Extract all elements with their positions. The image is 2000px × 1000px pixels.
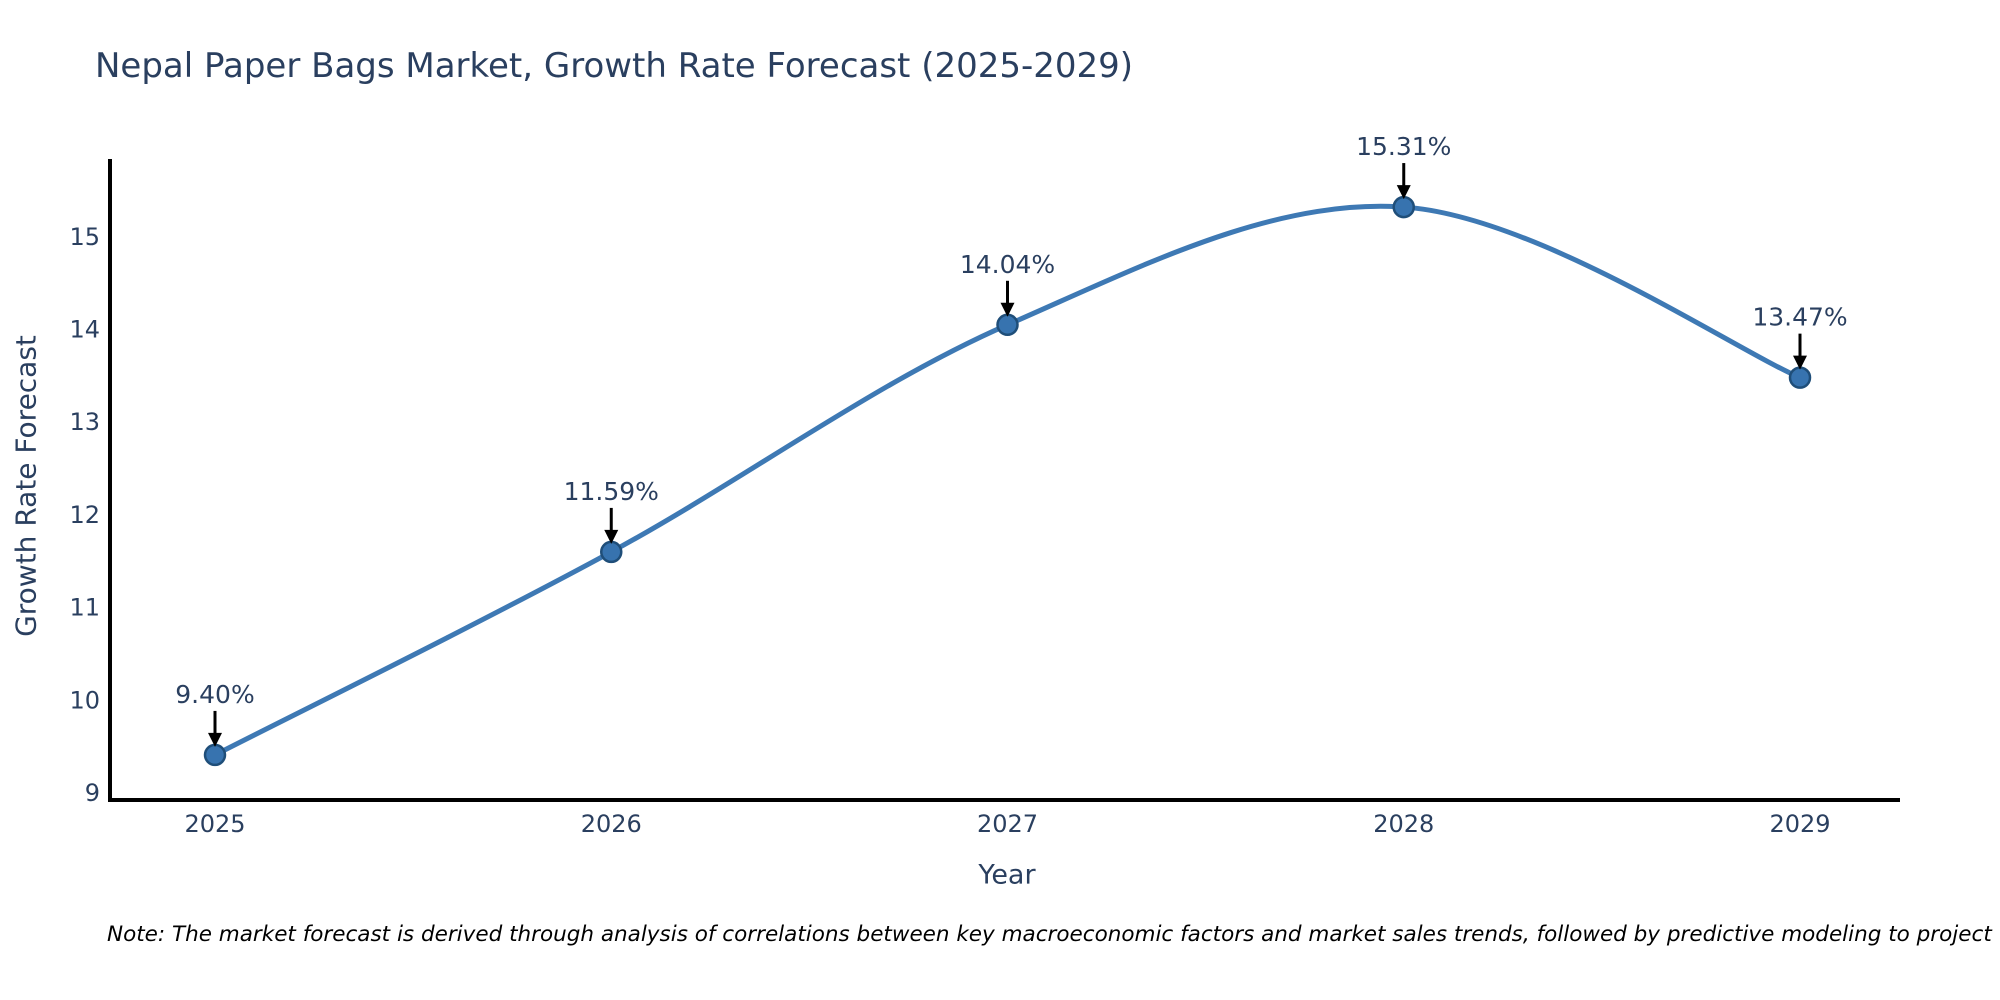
data-point-label: 14.04% (960, 250, 1055, 279)
x-axis-spine (108, 798, 1900, 802)
chart-title: Nepal Paper Bags Market, Growth Rate For… (95, 46, 1134, 86)
y-tick-label: 15 (69, 223, 100, 251)
y-tick-label: 12 (69, 501, 100, 529)
y-axis-spine (108, 159, 112, 802)
x-axis-title: Year (978, 859, 1036, 891)
x-tick-label: 2029 (1769, 810, 1830, 838)
annotation-arrow-head (1793, 355, 1807, 370)
annotation-arrow-head (604, 529, 619, 544)
data-point-label: 15.31% (1356, 132, 1451, 161)
data-point-marker[interactable] (1392, 195, 1415, 219)
y-axis-title: Growth Rate Forecast (9, 335, 43, 637)
y-tick-label: 10 (69, 686, 100, 714)
footnote: Note: The market forecast is derived thr… (107, 922, 2000, 947)
x-tick-label: 2028 (1373, 810, 1434, 838)
y-tick-label: 13 (69, 408, 100, 436)
annotation-arrow-head (208, 732, 222, 747)
data-point-label: 9.40% (175, 680, 254, 709)
data-point-marker[interactable] (600, 540, 623, 564)
y-tick-label: 9 (85, 779, 100, 807)
data-point-marker[interactable] (203, 743, 227, 767)
y-tick-label: 11 (69, 594, 100, 622)
data-point-label: 13.47% (1752, 303, 1847, 332)
y-tick-label: 14 (69, 316, 100, 344)
x-tick-label: 2026 (581, 810, 642, 838)
data-point-marker[interactable] (1788, 366, 1812, 389)
data-point-marker[interactable] (996, 313, 1019, 337)
data-point-label: 11.59% (564, 477, 659, 506)
x-tick-label: 2027 (977, 810, 1038, 838)
annotation-arrow-head (1000, 302, 1015, 317)
x-tick-label: 2025 (184, 810, 245, 838)
annotation-arrow-head (1396, 185, 1411, 200)
